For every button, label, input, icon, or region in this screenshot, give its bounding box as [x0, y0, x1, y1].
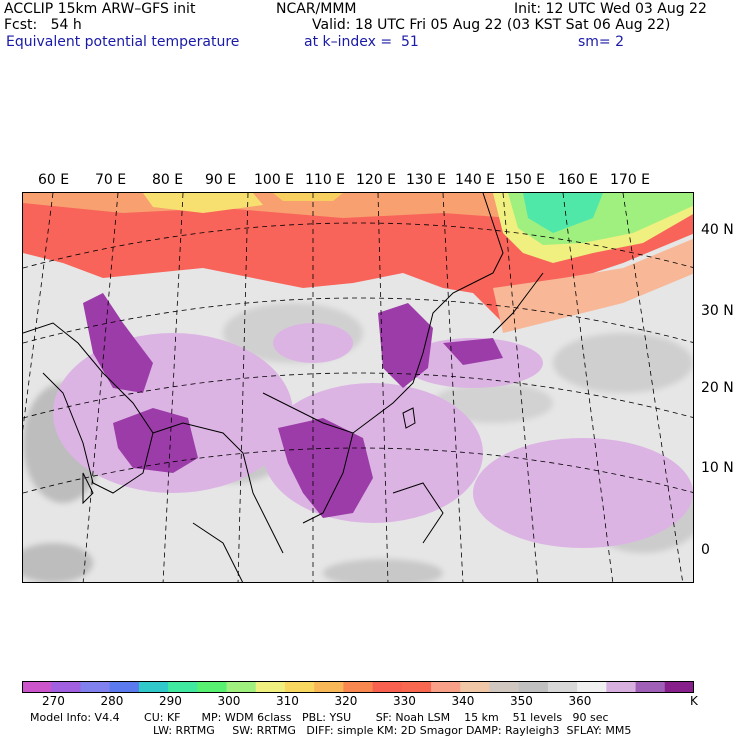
colorbar-swatch	[606, 681, 637, 693]
level-info: at k–index = 51	[304, 34, 419, 50]
colorbar-swatch	[343, 681, 374, 693]
colorbar-tick-label: 270	[42, 694, 65, 708]
longitude-label: 120 E	[356, 172, 397, 188]
model-title: ACCLIP 15km ARW–GFS init	[4, 1, 196, 17]
longitude-label: 90 E	[205, 172, 237, 188]
forecast-hour: Fcst: 54 h	[4, 17, 82, 33]
colorbar-swatch	[431, 681, 461, 693]
colorbar-border	[22, 681, 694, 693]
colorbar-swatch	[80, 681, 111, 693]
smoothing-info: sm= 2	[578, 34, 625, 50]
longitude-label: 100 E	[254, 172, 295, 188]
init-time: Init: 12 UTC Wed 03 Aug 22	[514, 1, 707, 17]
colorbar-swatch	[577, 681, 607, 693]
latitude-label: 20 N	[701, 380, 734, 396]
field-name: Equivalent potential temperature	[6, 34, 240, 50]
longitude-label: 160 E	[558, 172, 599, 188]
colorbar-tick-label: 310	[276, 694, 299, 708]
longitude-label: 110 E	[305, 172, 346, 188]
colorbar-tick-label: 340	[451, 694, 475, 708]
latitude-label: 40 N	[701, 222, 734, 238]
theta-e-field	[23, 193, 693, 582]
longitude-label: 140 E	[455, 172, 496, 188]
colorbar-swatch	[547, 681, 578, 693]
colorbar	[22, 681, 694, 693]
colorbar-tick-label: 300	[217, 694, 241, 708]
colorbar-tick-label: 350	[510, 694, 533, 708]
colorbar-swatch	[460, 681, 490, 693]
longitude-label: 130 E	[406, 172, 447, 188]
colorbar-unit: K	[690, 694, 698, 708]
colorbar-tick-label: 320	[334, 694, 358, 708]
colorbar-swatch	[401, 681, 432, 693]
colorbar-swatch	[22, 681, 52, 693]
colorbar-swatch	[372, 681, 403, 693]
longitude-label: 70 E	[95, 172, 127, 188]
colorbar-tick-label: 330	[393, 694, 416, 708]
colorbar-swatch	[226, 681, 257, 693]
colorbar-swatch	[51, 681, 81, 693]
colorbar-swatch	[664, 681, 694, 693]
graticule	[23, 193, 693, 582]
colorbar-swatch	[489, 681, 520, 693]
coastlines	[23, 193, 544, 582]
colorbar-tick-label: 280	[100, 694, 124, 708]
center-name: NCAR/MMM	[276, 1, 357, 17]
longitude-label: 80 E	[152, 172, 184, 188]
high-theta-e-regions	[83, 293, 503, 518]
colorbar-swatch	[138, 681, 169, 693]
longitude-label: 60 E	[38, 172, 70, 188]
latitude-label: 0	[701, 542, 710, 558]
valid-time: Valid: 18 UTC Fri 05 Aug 22 (03 KST Sat …	[312, 17, 671, 33]
colorbar-tick-label: 290	[159, 694, 182, 708]
latitude-label: 30 N	[701, 303, 734, 319]
latitude-label: 10 N	[701, 460, 734, 476]
physics-info-line: LW: RRTMG SW: RRTMG DIFF: simple KM: 2D …	[153, 724, 632, 737]
model-info-line: Model Info: V4.4 CU: KF MP: WDM 6class P…	[30, 711, 609, 724]
longitude-label: 170 E	[610, 172, 651, 188]
longitude-label: 150 E	[505, 172, 546, 188]
colorbar-swatch	[197, 681, 228, 693]
colorbar-swatch	[635, 681, 666, 693]
colorbar-swatch	[314, 681, 344, 693]
colorbar-swatch	[284, 681, 315, 693]
colorbar-tick-label: 360	[568, 694, 592, 708]
colorbar-swatch	[255, 681, 286, 693]
colorbar-swatch	[168, 681, 198, 693]
colorbar-swatch	[109, 681, 140, 693]
map-panel	[22, 192, 694, 583]
colorbar-swatch	[518, 681, 549, 693]
